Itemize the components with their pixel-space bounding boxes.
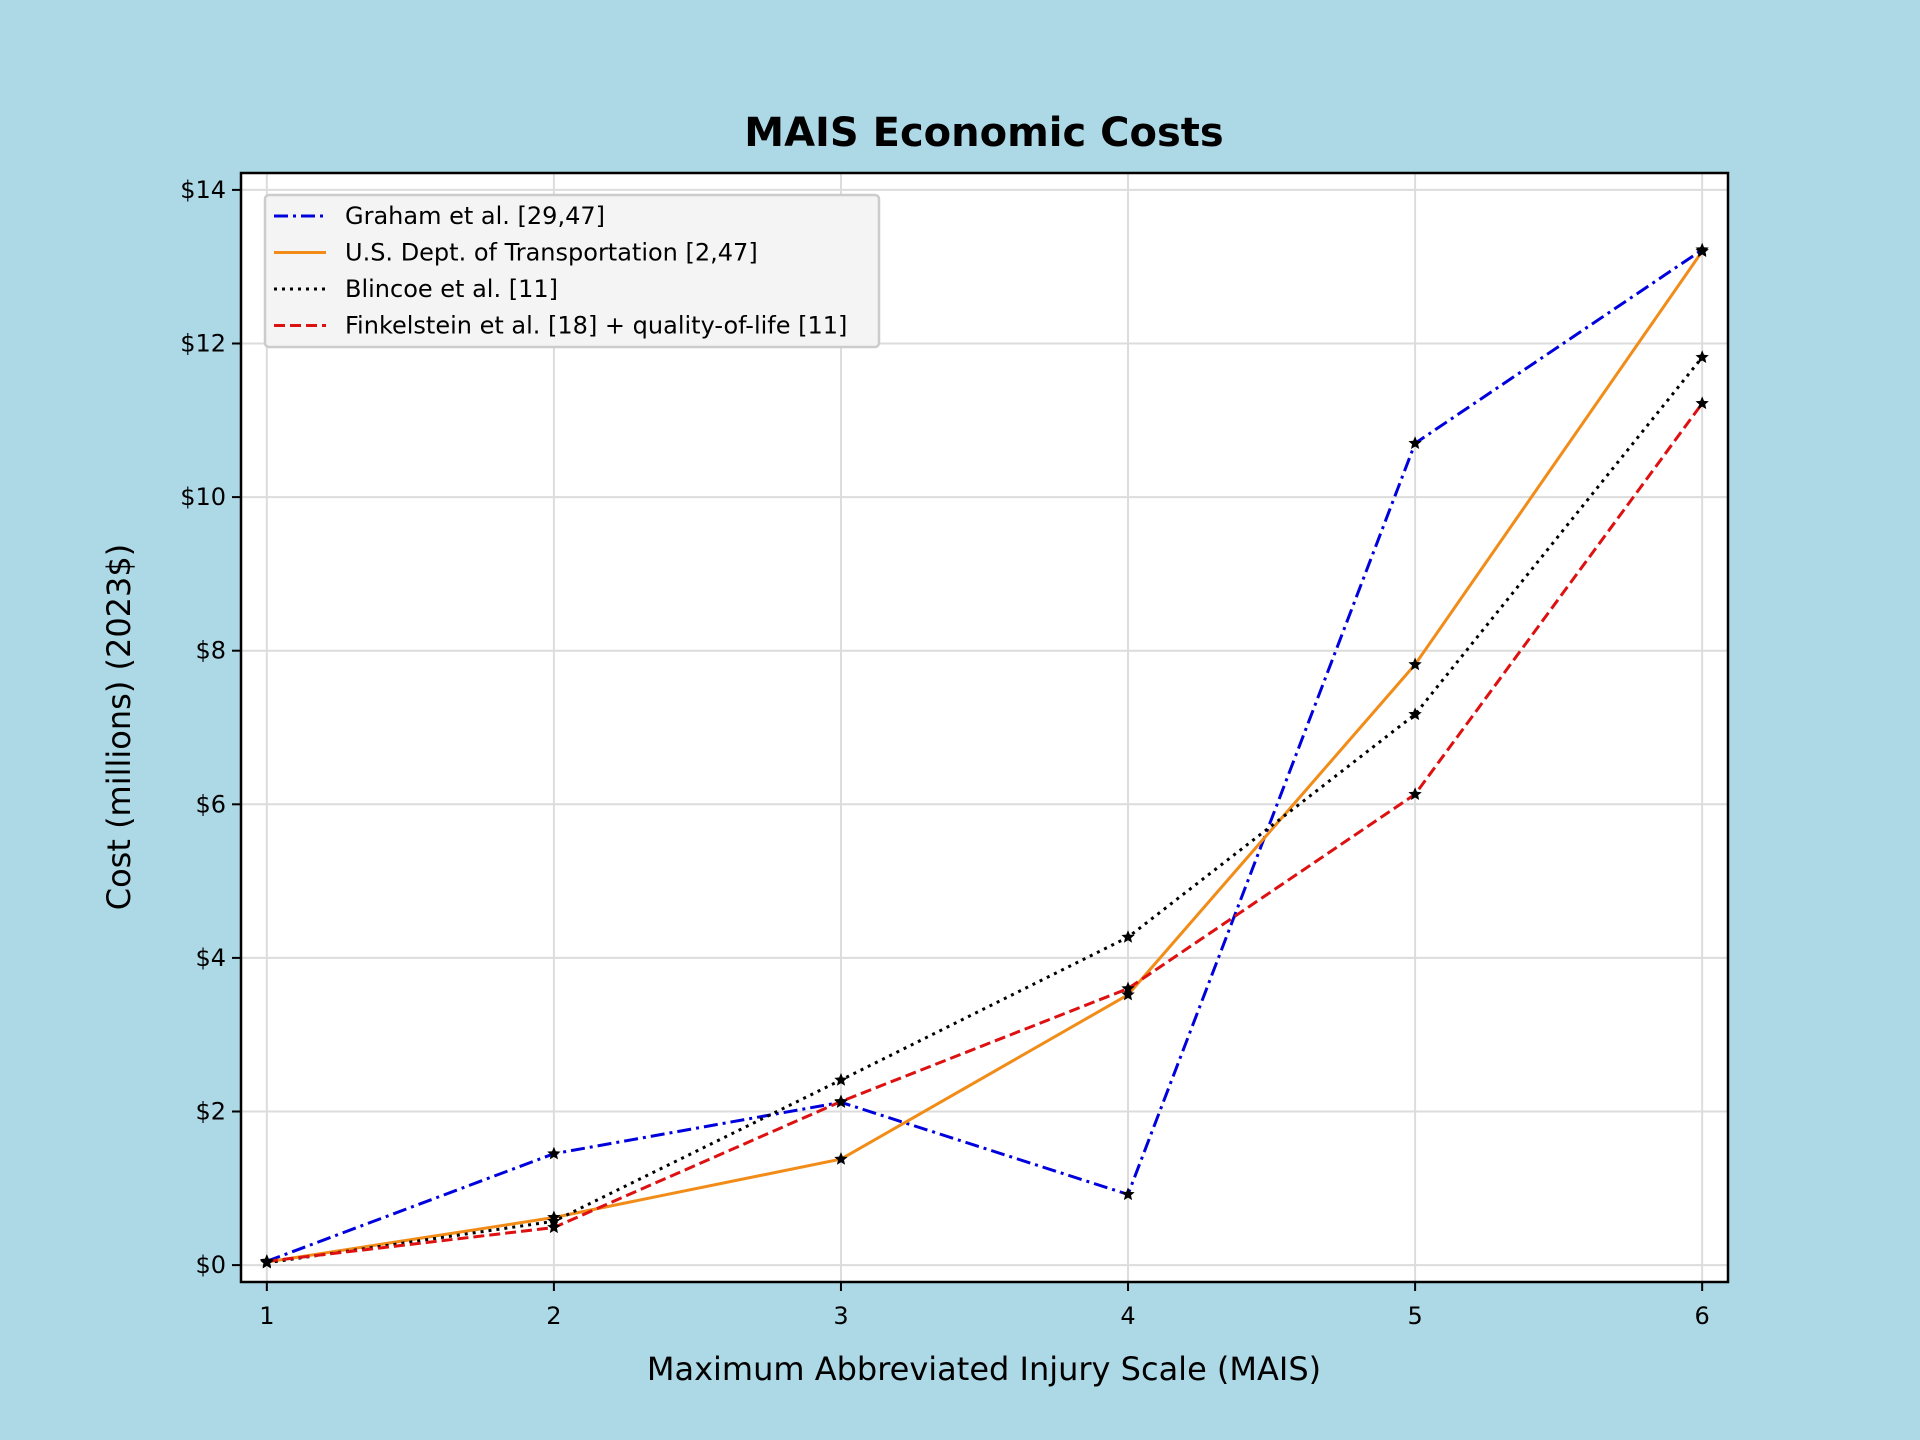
plot-frame [239, 171, 1730, 1284]
data-point-marker [1695, 396, 1709, 410]
y-tick-label: $12 [180, 329, 226, 357]
legend-label: Finkelstein et al. [18] + quality-of-lif… [345, 312, 847, 340]
data-point-marker [1408, 657, 1422, 671]
x-tick-label: 5 [1407, 1302, 1422, 1330]
y-tick-label: $2 [195, 1098, 226, 1126]
y-tick-label: $4 [195, 944, 226, 972]
y-axis-label: Cost (millions) (2023$) [100, 544, 138, 910]
x-tick-label: 2 [546, 1302, 561, 1330]
y-tick-label: $6 [195, 790, 226, 818]
data-markers [260, 242, 1709, 1269]
series-line-3 [266, 356, 1704, 1265]
y-tick-label: $8 [195, 637, 226, 665]
legend-label: U.S. Dept. of Transportation [2,47] [345, 239, 758, 267]
x-tick-label: 1 [259, 1302, 274, 1330]
data-point-marker [1408, 707, 1422, 721]
y-tick-label: $0 [195, 1251, 226, 1279]
series-line-4 [266, 402, 1704, 1263]
data-point-marker [1121, 981, 1135, 995]
data-point-marker [1121, 930, 1135, 943]
data-point-marker [834, 1152, 848, 1165]
legend-box [263, 193, 881, 349]
x-axis-ticks: 1 2 3 4 5 6 [259, 1282, 1710, 1330]
data-point-marker [260, 1254, 274, 1267]
y-tick-label: $10 [180, 483, 226, 511]
data-point-marker [1121, 987, 1135, 1001]
x-axis-label: Maximum Abbreviated Injury Scale (MAIS) [647, 1350, 1321, 1388]
data-point-marker [1408, 436, 1422, 449]
data-point-marker [834, 1094, 848, 1108]
series-line-2 [266, 250, 1704, 1264]
data-point-marker [1408, 787, 1422, 800]
legend: Graham et al. [29,47] U.S. Dept. of Trans… [263, 193, 881, 349]
y-axis-ticks: $0 $2 $4 $6 $8 $10 $12 $14 [180, 176, 241, 1279]
legend-label: Blincoe et al. [11] [345, 275, 558, 303]
data-point-marker [1121, 1187, 1135, 1201]
plot-area [241, 173, 1728, 1282]
data-point-marker [834, 1073, 848, 1086]
y-tick-label: $14 [180, 176, 226, 204]
series-line-1 [266, 248, 1704, 1263]
data-point-marker [547, 1146, 561, 1160]
data-point-marker [547, 1220, 561, 1234]
chart-title: MAIS Economic Costs [744, 110, 1223, 156]
data-point-marker [1695, 244, 1709, 257]
x-tick-label: 6 [1695, 1302, 1710, 1330]
data-point-marker [1695, 350, 1709, 363]
series-lines [266, 248, 1704, 1265]
grid [241, 173, 1728, 1282]
x-tick-label: 4 [1120, 1302, 1135, 1330]
legend-label: Graham et al. [29,47] [345, 202, 605, 230]
x-tick-label: 3 [833, 1302, 848, 1330]
